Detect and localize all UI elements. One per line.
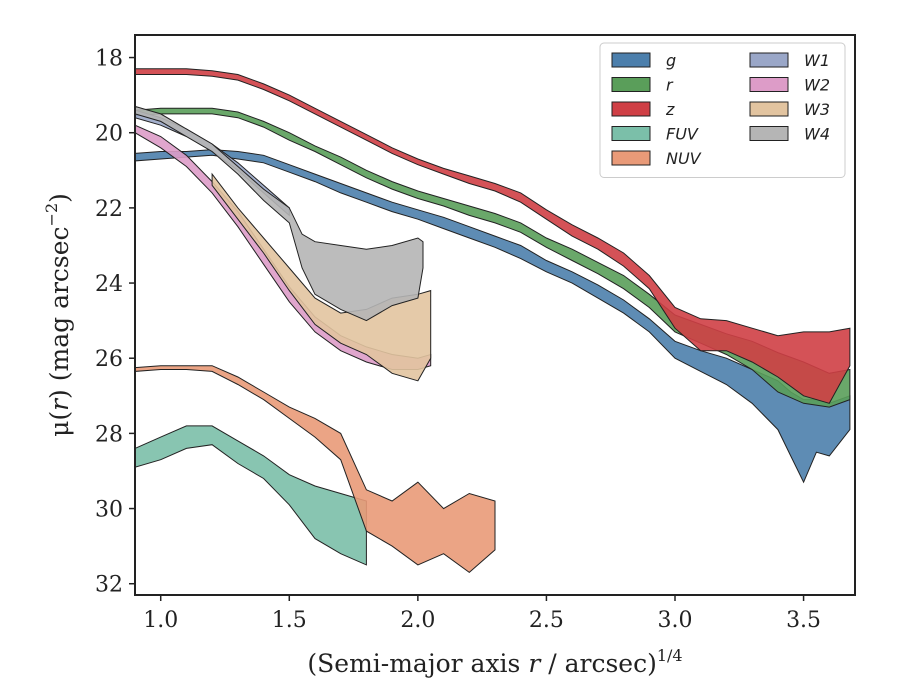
y-axis-label: μ(r) (mag arcsec−2): [42, 193, 74, 437]
x-tick-label: 1.0: [143, 608, 178, 633]
legend-label-fuv: FUV: [666, 125, 699, 144]
legend-swatch-r: [611, 77, 651, 92]
legend-label-w1: W1: [804, 51, 830, 70]
band-fuv: [134, 425, 367, 566]
y-tick-label: 32: [95, 573, 123, 598]
x-tick-label: 1.5: [272, 608, 307, 633]
x-tick-label: 2.5: [529, 608, 564, 633]
y-tick-label: 20: [95, 122, 123, 147]
x-tick-label: 2.0: [400, 608, 435, 633]
band-z: [134, 68, 851, 404]
x-axis-ticks: 1.0 1.5 2.0 2.5 3.0 3.5: [143, 595, 821, 633]
legend-swatch-g: [611, 52, 651, 68]
legend-label-z: z: [665, 100, 675, 119]
legend-label-nuv: NUV: [666, 149, 702, 168]
x-tick-label: 3.0: [658, 608, 693, 633]
legend-swatch-w2: [749, 77, 789, 92]
band-w3: [211, 172, 432, 382]
band-nuv: [134, 365, 496, 574]
y-axis-ticks: 18 20 22 24 26 28 30 32: [95, 47, 135, 598]
legend-swatch-w4: [749, 126, 789, 141]
legend-label-w4: W4: [804, 125, 830, 144]
band-w4: [134, 105, 424, 322]
legend-swatch-z: [611, 101, 651, 117]
legend-label-r: r: [666, 76, 674, 95]
legend-swatch-w1: [749, 52, 789, 68]
y-tick-label: 18: [95, 47, 123, 72]
y-tick-label: 24: [95, 272, 123, 297]
y-tick-label: 22: [95, 197, 123, 222]
profile-bands: [134, 68, 851, 574]
legend-box: [599, 42, 846, 178]
plot-frame: [134, 34, 856, 596]
legend-label-w2: W2: [804, 76, 830, 95]
legend-swatch-nuv: [611, 150, 651, 166]
x-tick-label: 3.5: [786, 608, 821, 633]
legend-label-g: g: [666, 51, 676, 70]
legend-swatch-fuv: [611, 126, 651, 141]
legend-swatch-w3: [749, 101, 789, 117]
legend-label-w3: W3: [804, 100, 830, 119]
band-g: [134, 149, 851, 484]
y-tick-label: 30: [95, 498, 123, 523]
y-tick-label: 28: [95, 422, 123, 447]
x-axis-label: (Semi-major axis r / arcsec)1/4: [307, 646, 682, 678]
legend: grz FUV NUV W1 W2 W3 W4: [599, 42, 846, 178]
y-tick-label: 26: [95, 347, 123, 372]
